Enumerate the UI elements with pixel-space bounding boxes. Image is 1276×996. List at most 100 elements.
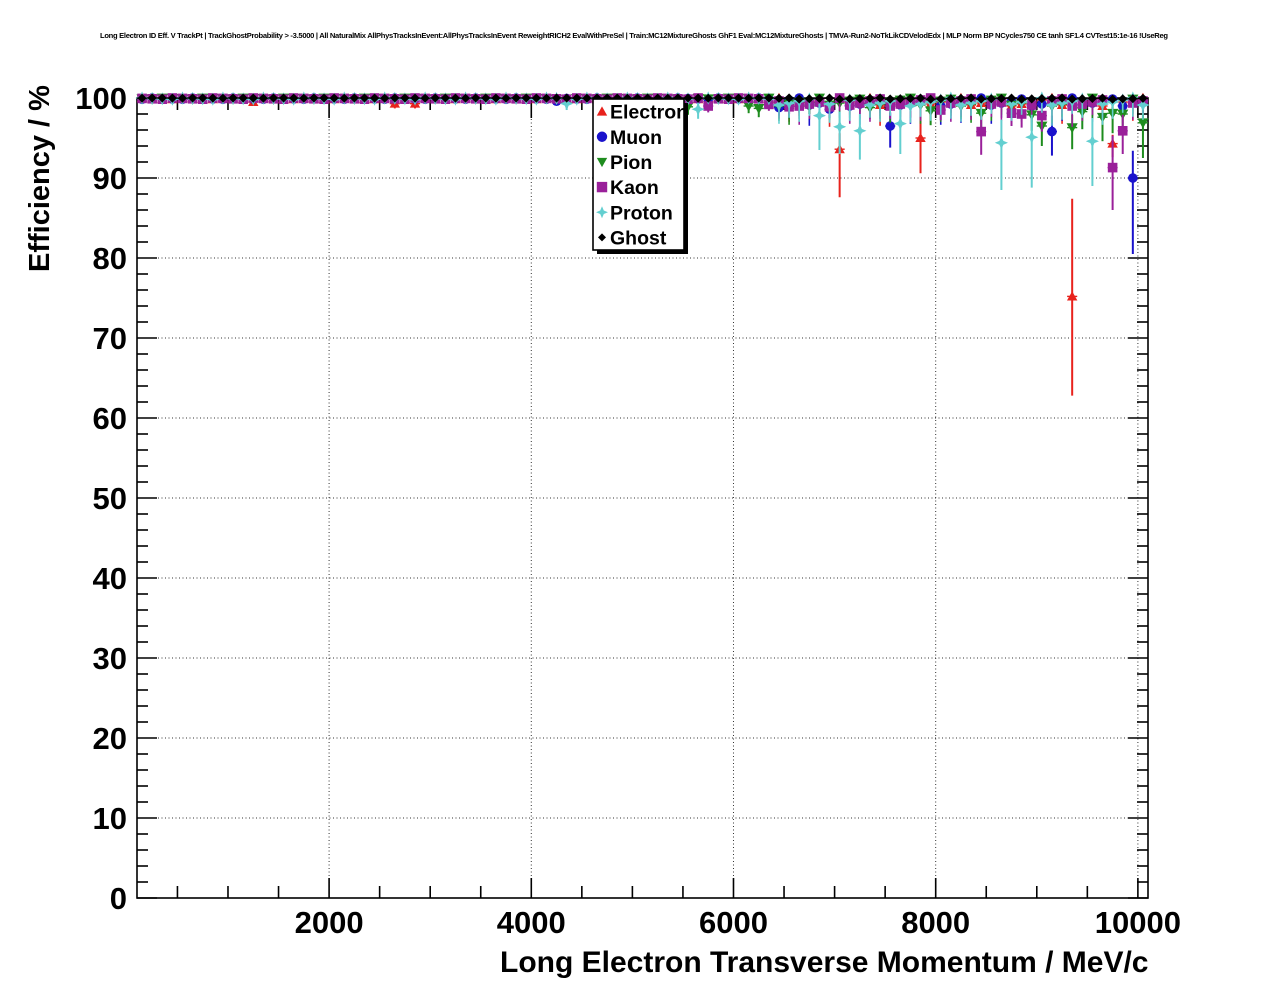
data-point-ghost bbox=[238, 93, 248, 103]
data-point-proton bbox=[853, 124, 867, 138]
data-point-ghost bbox=[450, 93, 461, 103]
data-point-ghost bbox=[824, 93, 835, 103]
data-point-pion bbox=[1117, 109, 1129, 120]
data-point-ghost bbox=[562, 93, 572, 103]
data-point-kaon bbox=[1107, 162, 1118, 173]
data-point-kaon bbox=[976, 126, 986, 137]
data-point-ghost bbox=[835, 94, 845, 104]
data-point-ghost bbox=[1067, 94, 1077, 104]
data-point-ghost bbox=[905, 93, 916, 104]
data-point-ghost bbox=[390, 93, 400, 103]
legend-entry-kaon: Kaon bbox=[596, 177, 659, 199]
data-point-ghost bbox=[1017, 94, 1027, 104]
legend-entry-proton: Proton bbox=[596, 202, 673, 224]
data-point-ghost bbox=[632, 93, 643, 103]
data-point-ghost bbox=[420, 93, 430, 103]
gridlines bbox=[137, 98, 1148, 898]
data-point-ghost bbox=[198, 93, 208, 103]
data-point-ghost bbox=[147, 93, 157, 103]
data-point-ghost bbox=[996, 93, 1007, 104]
data-point-ghost bbox=[329, 93, 339, 103]
y-tick-label: 80 bbox=[93, 241, 127, 276]
data-point-proton bbox=[691, 102, 705, 116]
x-tick-label: 8000 bbox=[901, 905, 970, 940]
data-point-ghost bbox=[582, 93, 592, 103]
data-point-ghost bbox=[693, 93, 703, 103]
pion-marker-icon bbox=[596, 157, 608, 168]
data-point-ghost bbox=[380, 93, 390, 103]
data-point-ghost bbox=[137, 93, 147, 103]
legend-entry-label: Ghost bbox=[610, 227, 667, 249]
x-tick-label: 4000 bbox=[497, 905, 566, 940]
data-point-ghost bbox=[1037, 94, 1047, 104]
data-point-ghost bbox=[956, 93, 966, 103]
legend-entry-electron: Electron bbox=[596, 102, 688, 124]
muon-marker-icon bbox=[596, 131, 608, 142]
data-point-proton bbox=[964, 96, 978, 110]
data-point-kaon bbox=[1037, 110, 1047, 121]
data-point-ghost bbox=[946, 94, 956, 104]
data-point-electron bbox=[915, 132, 926, 143]
plot-title: Long Electron ID Eff. V TrackPt | TrackG… bbox=[100, 31, 1168, 40]
y-tick-label: 10 bbox=[93, 801, 127, 836]
data-point-kaon bbox=[1117, 126, 1128, 136]
y-axis-title: Efficiency / % bbox=[24, 85, 56, 272]
legend-entry-ghost: Ghost bbox=[598, 227, 667, 249]
data-point-ghost bbox=[875, 93, 885, 103]
y-tick-label: 30 bbox=[93, 641, 127, 676]
data-point-ghost bbox=[309, 93, 319, 103]
tick-labels: 2000 4000 6000 8000 10000 0 10 20 30 40 50 60 70 80 90… bbox=[75, 81, 1181, 940]
data-point-ghost bbox=[733, 93, 744, 103]
data-point-ghost bbox=[551, 93, 562, 103]
data-point-muon bbox=[1047, 126, 1057, 137]
data-point-pion bbox=[743, 101, 755, 112]
data-point-proton bbox=[903, 99, 918, 113]
data-point-proton bbox=[1045, 98, 1059, 112]
y-tick-label: 40 bbox=[93, 561, 127, 596]
data-point-ghost bbox=[1108, 94, 1118, 104]
data-point-proton bbox=[994, 136, 1009, 150]
data-point-ghost bbox=[278, 93, 289, 103]
data-point-ghost bbox=[592, 93, 602, 103]
data-point-muon bbox=[885, 121, 895, 131]
data-point-ghost bbox=[248, 93, 258, 103]
data-point-proton bbox=[782, 96, 796, 110]
data-point-ghost bbox=[814, 93, 825, 104]
data-point-ghost bbox=[228, 93, 238, 103]
data-point-ghost bbox=[572, 93, 582, 103]
data-point-ghost bbox=[521, 93, 531, 103]
data-point-ghost bbox=[1118, 94, 1128, 104]
data-point-ghost bbox=[440, 93, 450, 103]
data-point-muon bbox=[1128, 173, 1138, 183]
data-point-proton bbox=[833, 120, 847, 134]
data-point-ghost bbox=[855, 94, 865, 104]
data-point-ghost bbox=[1097, 93, 1108, 103]
data-point-ghost bbox=[764, 93, 774, 103]
data-point-ghost bbox=[804, 94, 814, 104]
data-point-ghost bbox=[1128, 94, 1138, 104]
data-point-ghost bbox=[268, 93, 279, 103]
data-point-proton bbox=[913, 97, 928, 111]
data-point-ghost bbox=[885, 94, 895, 104]
legend-box bbox=[592, 98, 685, 251]
x-axis-title: Long Electron Transverse Momentum / MeV/… bbox=[500, 946, 1149, 979]
data-point-ghost bbox=[723, 93, 734, 103]
data-point-ghost bbox=[289, 93, 299, 103]
data-point-ghost bbox=[471, 93, 481, 103]
electron-marker-icon bbox=[596, 106, 608, 116]
y-tick-label: 70 bbox=[93, 321, 127, 356]
data-point-ghost bbox=[349, 93, 359, 103]
data-point-ghost bbox=[369, 93, 380, 103]
data-point-proton bbox=[1004, 97, 1019, 111]
data-point-ghost bbox=[986, 94, 996, 104]
legend-entry-pion: Pion bbox=[596, 152, 652, 174]
proton-marker-icon bbox=[596, 206, 608, 219]
data-point-ghost bbox=[1006, 93, 1017, 103]
data-point-ghost bbox=[865, 93, 875, 103]
data-point-ghost bbox=[1047, 93, 1057, 103]
data-point-ghost bbox=[754, 93, 764, 103]
data-point-ghost bbox=[1077, 94, 1087, 104]
kaon-marker-icon bbox=[596, 181, 608, 193]
y-tick-label: 20 bbox=[93, 721, 127, 756]
x-tick-label: 10000 bbox=[1095, 905, 1181, 940]
